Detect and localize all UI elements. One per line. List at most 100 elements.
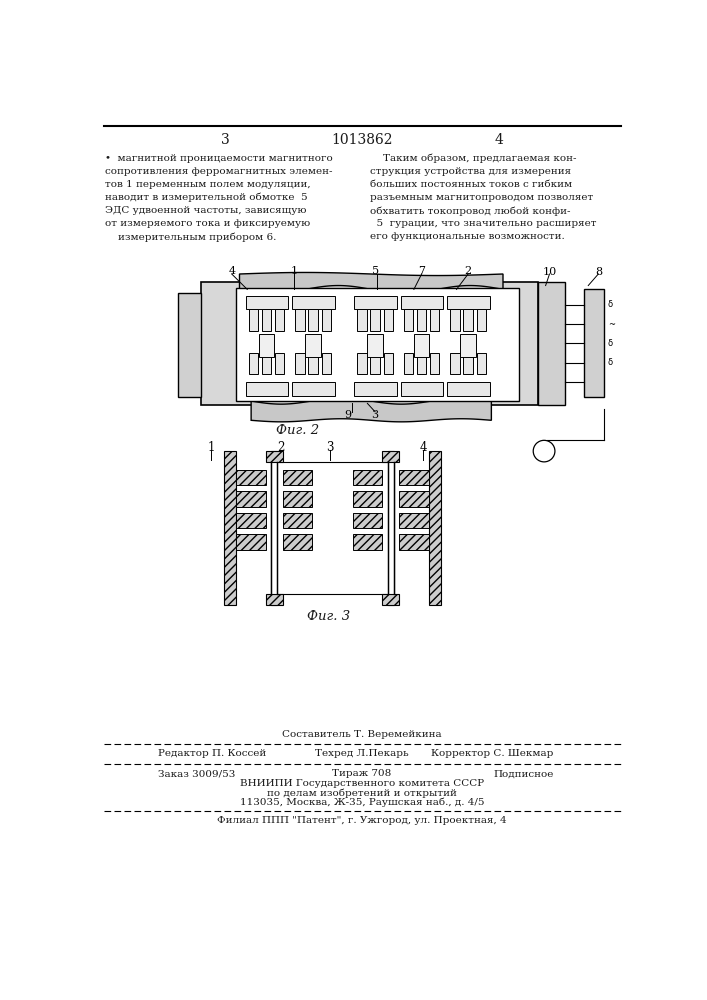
Text: Редактор П. Коссей: Редактор П. Коссей [158, 749, 267, 758]
Bar [538, 282, 565, 405]
Text: δ: δ [607, 358, 613, 367]
Bar [401, 296, 443, 309]
Bar [414, 334, 429, 357]
Bar [357, 353, 367, 374]
Bar [249, 309, 258, 331]
Bar [201, 282, 538, 405]
Bar [292, 296, 335, 309]
Bar [370, 309, 380, 331]
Bar [246, 382, 288, 396]
Text: Фиг. 2: Фиг. 2 [276, 424, 319, 437]
Bar [353, 513, 382, 528]
Text: 4: 4 [419, 441, 427, 454]
Bar [283, 491, 312, 507]
Bar [399, 491, 428, 507]
Text: 3: 3 [327, 441, 334, 454]
Bar [450, 309, 460, 331]
Bar [448, 382, 490, 396]
Text: Тираж 708: Тираж 708 [332, 769, 392, 778]
Bar [246, 296, 288, 309]
Text: 1: 1 [207, 441, 214, 454]
Bar [404, 353, 413, 374]
Bar [357, 309, 367, 331]
Text: Заказ 3009/53: Заказ 3009/53 [158, 769, 235, 778]
Bar [308, 309, 317, 331]
Text: 6: 6 [543, 448, 550, 458]
Bar [368, 334, 383, 357]
Text: 5: 5 [372, 266, 379, 276]
Bar [399, 534, 428, 550]
Bar [399, 513, 428, 528]
Bar [236, 470, 266, 485]
Bar [428, 451, 441, 605]
Bar [283, 513, 312, 528]
Text: 7: 7 [418, 266, 425, 276]
Bar [283, 470, 312, 485]
Text: ~: ~ [607, 320, 614, 329]
Bar [353, 491, 382, 507]
Text: ВНИИПИ Государственного комитета СССР: ВНИИПИ Государственного комитета СССР [240, 779, 484, 788]
Text: 113035, Москва, Ж-35, Раушская наб., д. 4/5: 113035, Москва, Ж-35, Раушская наб., д. … [240, 797, 484, 807]
Text: •  магнитной проницаемости магнитного
сопротивления ферромагнитных элемен-
тов 1: • магнитной проницаемости магнитного соп… [105, 154, 333, 242]
Text: δ: δ [607, 300, 613, 309]
Bar [271, 462, 394, 594]
Bar [353, 470, 382, 485]
Text: Фиг. 3: Фиг. 3 [307, 610, 350, 623]
Bar [417, 353, 426, 374]
Bar [450, 353, 460, 374]
Text: 4: 4 [228, 266, 235, 276]
Bar [460, 334, 476, 357]
Bar [404, 309, 413, 331]
Bar [477, 309, 486, 331]
Text: 10: 10 [542, 267, 556, 277]
Bar [235, 288, 518, 401]
Bar [224, 451, 236, 605]
Bar [370, 353, 380, 374]
Text: 4: 4 [495, 133, 503, 147]
Text: 1: 1 [290, 266, 298, 276]
Bar [249, 353, 258, 374]
Bar [305, 334, 321, 357]
Bar [308, 353, 317, 374]
Text: Корректор С. Шекмар: Корректор С. Шекмар [431, 749, 554, 758]
Bar [430, 353, 440, 374]
Bar [266, 594, 283, 605]
Bar [464, 353, 473, 374]
Text: по делам изобретений и открытий: по делам изобретений и открытий [267, 788, 457, 798]
Text: δ: δ [607, 339, 613, 348]
Bar [322, 309, 331, 331]
Bar [262, 309, 271, 331]
Bar [296, 353, 305, 374]
Bar [477, 353, 486, 374]
Bar [382, 451, 399, 462]
Bar [262, 353, 271, 374]
Bar [236, 513, 266, 528]
Bar [401, 382, 443, 396]
Bar [266, 451, 283, 462]
Bar [177, 293, 201, 397]
Text: Подписное: Подписное [493, 769, 554, 778]
Bar [448, 296, 490, 309]
Bar [322, 353, 331, 374]
Bar [271, 451, 277, 605]
Text: 3: 3 [372, 410, 379, 420]
Bar [259, 334, 274, 357]
Bar [387, 451, 394, 605]
Bar [354, 382, 397, 396]
Bar [464, 309, 473, 331]
Text: Филиал ППП "Патент", г. Ужгород, ул. Проектная, 4: Филиал ППП "Патент", г. Ужгород, ул. Про… [217, 816, 507, 825]
Bar [382, 594, 399, 605]
Text: Техред Л.Пекарь: Техред Л.Пекарь [315, 749, 409, 758]
Bar [296, 309, 305, 331]
Bar [430, 309, 440, 331]
Bar [292, 382, 335, 396]
Bar [283, 534, 312, 550]
Polygon shape [251, 398, 491, 422]
Text: 2: 2 [277, 441, 284, 454]
Text: Составитель Т. Веремейкина: Составитель Т. Веремейкина [282, 730, 442, 739]
Text: 8: 8 [595, 267, 602, 277]
Circle shape [533, 440, 555, 462]
Bar [384, 353, 393, 374]
Bar [236, 534, 266, 550]
Bar [399, 470, 428, 485]
